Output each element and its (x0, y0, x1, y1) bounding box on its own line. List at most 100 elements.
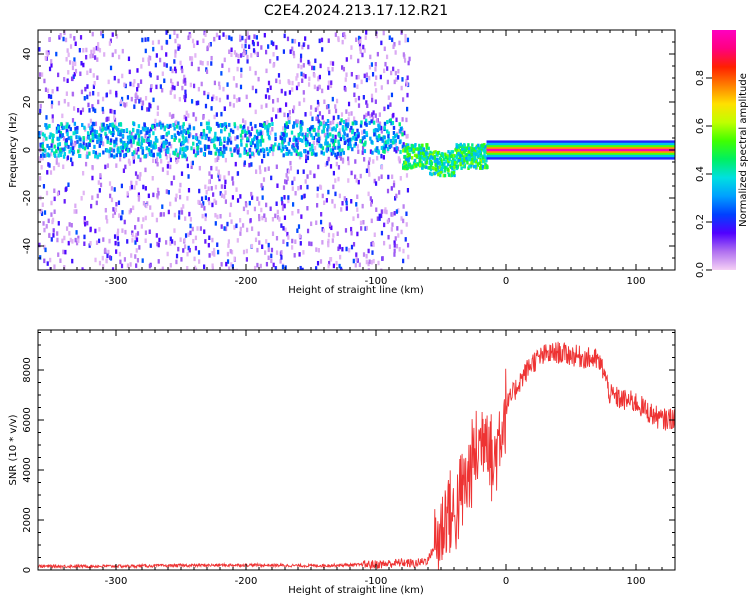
heatmap-cell (259, 263, 262, 269)
heatmap-cell (236, 125, 239, 131)
heatmap-cell (414, 147, 418, 151)
heatmap-cell (397, 208, 400, 213)
heatmap-cell (46, 153, 49, 158)
heatmap-cell (369, 149, 373, 154)
heatmap-cell (288, 120, 291, 125)
heatmap-cell (408, 153, 411, 157)
heatmap-cell (395, 146, 398, 151)
heatmap-cell (167, 209, 170, 215)
heatmap-cell (155, 217, 159, 223)
heatmap-cell (372, 159, 375, 164)
heatmap-cell (227, 170, 230, 176)
heatmap-cell (395, 243, 399, 249)
heatmap-cell (408, 162, 411, 167)
heatmap-cell (130, 96, 133, 102)
heatmap-cell (464, 157, 468, 161)
heatmap-cell (152, 153, 155, 158)
heatmap-cell (209, 127, 212, 132)
heatmap-cell (380, 129, 383, 134)
heatmap-cell (76, 129, 79, 134)
heatmap-cell (56, 191, 60, 197)
heatmap-cell (295, 138, 298, 143)
heatmap-cell (179, 60, 182, 66)
heatmap-cell (137, 124, 141, 129)
heatmap-cell (236, 238, 239, 243)
heatmap-cell (86, 84, 89, 89)
heatmap-cell (140, 105, 144, 111)
heatmap-cell (286, 113, 290, 118)
heatmap-cell (73, 71, 76, 77)
heatmap-cell (173, 30, 176, 35)
heatmap-cell (252, 48, 256, 53)
heatmap-cell (327, 242, 330, 248)
heatmap-cell (110, 109, 114, 114)
heatmap-cell (188, 131, 191, 136)
heatmap-cell (338, 148, 341, 153)
heatmap-cell (249, 121, 253, 126)
heatmap-cell (291, 186, 294, 191)
heatmap-cell (416, 147, 419, 151)
heatmap-cell (350, 199, 353, 204)
heatmap-cell (172, 113, 175, 119)
heatmap-cell (335, 161, 338, 167)
heatmap-cell (78, 47, 81, 53)
heatmap-cell (411, 146, 414, 151)
heatmap-cell (102, 122, 105, 127)
heatmap-cell (133, 185, 136, 190)
heatmap-cell (94, 154, 97, 159)
heatmap-cell (283, 112, 286, 118)
heatmap-cell (466, 160, 469, 165)
heatmap-cell (109, 147, 112, 152)
spectrogram-x-tick-label: 100 (626, 276, 645, 287)
heatmap-cell (450, 171, 454, 175)
heatmap-cell (438, 151, 441, 156)
heatmap-cell (311, 124, 315, 129)
heatmap-cell (265, 147, 269, 152)
heatmap-cell (70, 146, 73, 151)
heatmap-cell (326, 127, 329, 132)
heatmap-cell (233, 50, 237, 55)
heatmap-cell (278, 146, 281, 151)
heatmap-cell (254, 70, 257, 76)
heatmap-cell (405, 143, 408, 147)
heatmap-cell (184, 147, 187, 152)
heatmap-cell (347, 156, 350, 161)
heatmap-cell (299, 58, 303, 63)
heatmap-cell (77, 107, 80, 113)
heatmap-cell (335, 260, 338, 266)
heatmap-cell (299, 265, 302, 270)
heatmap-cell (260, 207, 263, 213)
heatmap-cell (323, 200, 326, 206)
heatmap-cell (65, 91, 68, 96)
heatmap-cell (276, 209, 279, 215)
heatmap-cell (406, 187, 410, 193)
heatmap-cell (105, 117, 108, 122)
heatmap-cell (204, 216, 207, 222)
heatmap-cell (396, 226, 399, 231)
heatmap-cell (356, 231, 359, 237)
heatmap-cell (364, 118, 368, 123)
heatmap-cell (302, 42, 305, 47)
spectrogram-y-label: Frequency (Hz) (8, 112, 19, 188)
heatmap-cell (362, 252, 366, 257)
heatmap-cell (338, 244, 341, 249)
heatmap-cell (257, 139, 260, 144)
heatmap-cell (98, 48, 102, 53)
heatmap-cell (147, 193, 150, 199)
heatmap-cell (166, 123, 169, 128)
heatmap-cell (131, 238, 134, 243)
heatmap-cell (376, 146, 379, 151)
heatmap-cell (224, 190, 227, 195)
heatmap-cell (331, 61, 335, 66)
heatmap-cell (439, 170, 443, 174)
heatmap-cell (228, 212, 232, 217)
heatmap-cell (169, 78, 173, 84)
heatmap-cell (317, 136, 321, 141)
spectrogram-x-label: Height of straight line (km) (288, 285, 424, 296)
heatmap-cell (422, 165, 426, 169)
heatmap-cell (149, 72, 152, 78)
heatmap-cell (167, 147, 170, 152)
heatmap-cell (304, 74, 307, 79)
heatmap-cell (208, 253, 211, 258)
heatmap-cell (70, 76, 74, 82)
